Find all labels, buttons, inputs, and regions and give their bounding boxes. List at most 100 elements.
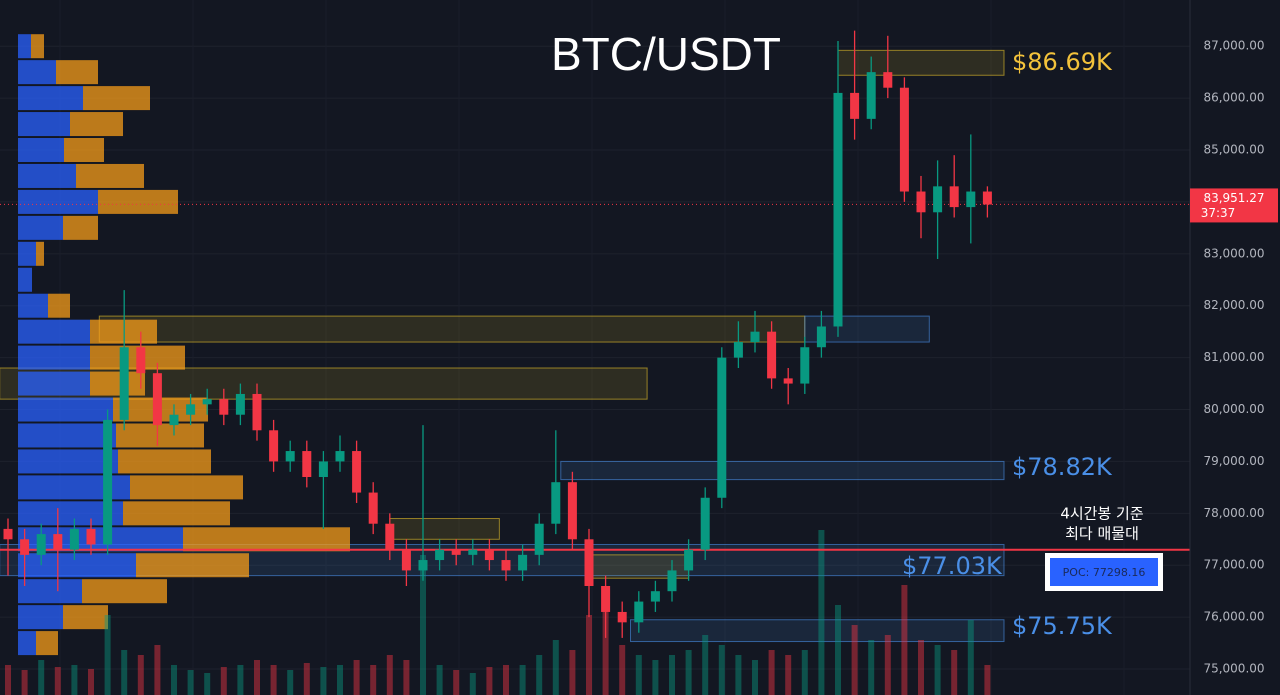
volume-bar [801, 650, 808, 695]
volume-bar [154, 645, 161, 695]
candle-body [69, 528, 79, 550]
candle-body [219, 399, 229, 415]
y-tick-label: 81,000.00 [1203, 350, 1264, 364]
volume-bar [436, 665, 443, 695]
profile-buy [18, 86, 83, 111]
volume-bar [254, 660, 260, 695]
profile-buy [18, 345, 90, 370]
volume-bar [121, 650, 128, 695]
profile-sell [36, 241, 44, 266]
candle-body [800, 347, 810, 384]
profile-buy [18, 371, 90, 396]
profile-sell [90, 319, 157, 344]
candle-body [152, 373, 162, 426]
zone [630, 619, 1005, 643]
y-tick-label: 86,000.00 [1203, 91, 1264, 105]
volume-bar [137, 655, 144, 695]
zone [98, 315, 806, 343]
profile-buy [18, 293, 48, 318]
candle-body [783, 378, 793, 384]
candle-body [982, 191, 992, 205]
candle-body [302, 451, 312, 478]
candle-body [20, 539, 30, 555]
candle-body [750, 331, 760, 343]
poc-box-inner [1050, 558, 1158, 586]
profile-sell [70, 112, 123, 137]
candle-body [883, 72, 893, 88]
candle-body [186, 404, 196, 415]
volume-bar [171, 665, 177, 695]
profile-buy [18, 138, 64, 163]
profile-buy [18, 449, 118, 474]
candle-body [534, 523, 544, 555]
candle-body [518, 554, 528, 571]
volume-bar [685, 650, 692, 695]
y-tick-label: 76,000.00 [1203, 610, 1264, 624]
volume-bar [287, 670, 294, 695]
zone [560, 460, 1005, 481]
candle-body [385, 523, 395, 550]
volume-bar [453, 670, 460, 695]
profile-buy [18, 319, 90, 344]
y-tick-label: 80,000.00 [1203, 402, 1264, 416]
volume-bar [54, 667, 61, 695]
candle-body [318, 461, 328, 478]
price-tag [1190, 188, 1278, 223]
candle-body [401, 549, 411, 571]
volume-bar [884, 635, 891, 695]
candle-body [468, 549, 478, 555]
y-tick-label: 75,000.00 [1203, 662, 1264, 676]
volume-bar [752, 660, 758, 695]
candle-body [551, 482, 561, 524]
volume-bar [104, 615, 111, 695]
volume-bar [652, 660, 659, 695]
volume-bar [619, 645, 626, 695]
candle-body [717, 357, 727, 498]
candle-body [966, 191, 976, 208]
volume-bar [818, 530, 825, 695]
candle-body [3, 528, 13, 540]
candle-body [269, 430, 279, 462]
profile-buy [18, 215, 63, 240]
volume-bar [303, 663, 310, 695]
candle-body [933, 186, 943, 213]
profile-buy [18, 579, 82, 604]
volume-bar [21, 670, 28, 695]
profile-sell [64, 138, 104, 163]
volume-bar [187, 670, 194, 695]
candle-body [235, 393, 245, 415]
volume-bar [536, 655, 543, 695]
candle-body [136, 347, 146, 374]
volume-bar [420, 555, 426, 695]
candle-body [53, 534, 63, 550]
volume-bar [586, 615, 592, 695]
candle-body [601, 586, 611, 612]
volume-bar [718, 645, 725, 695]
volume-bar [635, 655, 642, 695]
volume-bar [967, 620, 974, 695]
volume-bar [702, 635, 709, 695]
volume-bar [370, 665, 377, 695]
plot [0, 30, 1190, 695]
profile-sell [118, 449, 211, 474]
candle-body [119, 347, 129, 420]
annotation: 4시간봉 기준 [1060, 505, 1144, 523]
candle-body [584, 539, 594, 587]
candle-body [866, 72, 876, 119]
candle-body [252, 393, 262, 431]
candle-body [567, 482, 577, 540]
profile-sell [63, 605, 108, 630]
volume-bar [552, 640, 559, 695]
volume-bar [403, 660, 410, 695]
profile-sell [31, 34, 44, 59]
profile-sell [56, 60, 98, 85]
y-tick-label: 79,000.00 [1203, 454, 1264, 468]
candle-body [435, 549, 445, 561]
volume-bar [868, 640, 875, 695]
poc-label: POC: 77298.16 [1063, 566, 1146, 579]
volume-bar [469, 673, 476, 695]
profile-sell [48, 293, 70, 318]
annotation: 최다 매물대 [1065, 525, 1139, 543]
volume-bar [835, 605, 841, 695]
